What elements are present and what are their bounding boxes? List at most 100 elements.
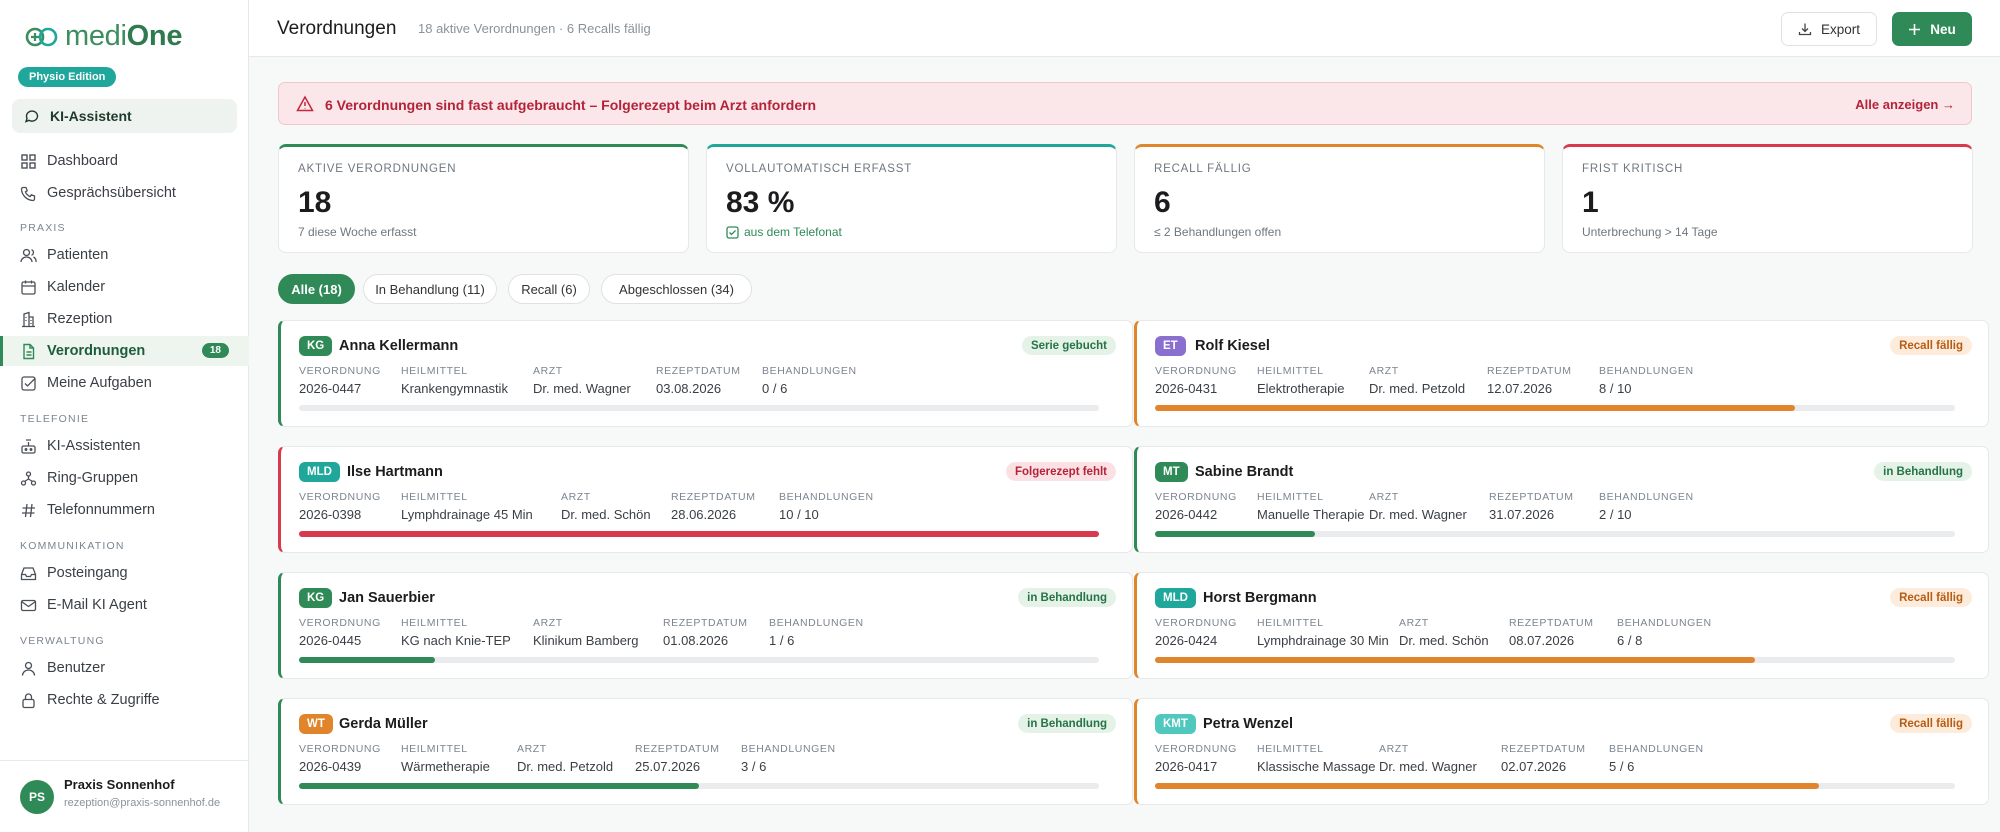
kpi-value: 6 [1154,186,1171,219]
field-arzt: ARZT Dr. med. Schön [561,491,651,522]
patient-name[interactable]: Rolf Kiesel [1195,338,1270,354]
patient-name[interactable]: Ilse Hartmann [347,464,443,480]
section-label-kommunikation: KOMMUNIKATION [20,540,125,552]
sidebar-item-label: Meine Aufgaben [47,375,152,391]
sidebar-item-telefonnummern[interactable]: Telefonnummern [0,495,249,525]
phone-icon [20,186,36,201]
sidebar-item-rezeption[interactable]: Rezeption [0,304,249,334]
patient-name[interactable]: Petra Wenzel [1203,716,1293,732]
new-button[interactable]: Neu [1892,12,1972,46]
progress-bar [1155,783,1955,789]
prescription-card[interactable]: ET Rolf Kiesel Recall fällig VERORDNUNG 2026… [1134,320,1989,427]
field-heilmittel: HEILMITTEL Wärmetherapie [401,743,490,774]
kpi-label: AKTIVE VERORDNUNGEN [298,163,457,175]
field-value: 2026-0417 [1155,759,1218,774]
export-button[interactable]: Export [1781,12,1877,46]
field-behandlungen: BEHANDLUNGEN 6 / 8 [1617,617,1712,648]
patient-name[interactable]: Horst Bergmann [1203,590,1317,606]
field-datum: REZEPTDATUM 28.06.2026 [671,491,756,522]
field-value: 31.07.2026 [1489,507,1555,522]
kpi-subtext: Unterbrechung > 14 Tage [1582,225,1718,239]
ki-assistant-button[interactable]: KI-Assistent [12,99,237,133]
field-verordnung: VERORDNUNG 2026-0431 [1155,365,1237,396]
kpi-label: VOLLAUTOMATISCH ERFASST [726,163,913,175]
kpi-subtext-label: Unterbrechung > 14 Tage [1582,225,1718,239]
field-label: HEILMITTEL [1257,491,1324,503]
field-label: ARZT [1369,365,1399,377]
status-badge: Recall fällig [1890,588,1972,607]
patient-name[interactable]: Sabine Brandt [1195,464,1294,480]
progress-bar [299,657,1099,663]
tab-in-behandlung[interactable]: In Behandlung (11) [363,274,497,304]
sidebar-item-verordnungen[interactable]: Verordnungen 18 [0,336,249,366]
patient-name[interactable]: Gerda Müller [339,716,428,732]
sidebar-item-ring-gruppen[interactable]: Ring-Gruppen [0,463,249,493]
sidebar: medi One Physio Edition KI-Assistent Dash… [0,0,249,832]
field-label: BEHANDLUNGEN [1599,491,1694,503]
field-label: ARZT [1399,617,1429,629]
patient-name[interactable]: Jan Sauerbier [339,590,435,606]
avatar: PS [20,780,54,814]
field-value: 25.07.2026 [635,759,701,774]
sidebar-item-kalender[interactable]: Kalender [0,272,249,302]
calendar-icon [21,280,36,295]
chat-bubble-icon [24,110,39,123]
progress-fill [1155,783,1819,789]
patient-name[interactable]: Anna Kellermann [339,338,459,354]
tab-recall[interactable]: Recall (6) [508,274,590,304]
prescription-card[interactable]: KG Anna Kellermann Serie gebucht VERORDNUNG… [278,320,1133,427]
field-value: 08.07.2026 [1509,633,1575,648]
sidebar-item-label: Rechte & Zugriffe [47,692,160,708]
sidebar-item-gespraechsuebersicht[interactable]: Gesprächsübersicht [0,178,249,208]
alert-show-all-link[interactable]: Alle anzeigen → [1855,97,1955,112]
progress-fill [1155,405,1795,411]
sidebar-item-label: Benutzer [47,660,106,676]
field-arzt: ARZT Klinikum Bamberg [533,617,639,648]
section-label-praxis: PRAXIS [20,222,66,234]
sidebar-item-posteingang[interactable]: Posteingang [0,558,249,588]
sidebar-item-benutzer[interactable]: Benutzer [0,653,249,683]
logo[interactable]: medi One [24,20,182,53]
sidebar-item-dashboard[interactable]: Dashboard [0,146,249,176]
kpi-label: RECALL FÄLLIG [1154,163,1252,175]
prescription-card[interactable]: MLD Ilse Hartmann Folgerezept fehlt VERORDN… [278,446,1133,553]
user-name: Praxis Sonnenhof [64,777,175,792]
prescription-card[interactable]: KG Jan Sauerbier in Behandlung VERORDNUNG 20… [278,572,1133,679]
field-verordnung: VERORDNUNG 2026-0417 [1155,743,1237,774]
sidebar-item-email-ki-agent[interactable]: E-Mail KI Agent [0,590,249,620]
prescription-card[interactable]: KMT Petra Wenzel Recall fällig VERORDNUNG 20… [1134,698,1989,805]
field-arzt: ARZT Dr. med. Petzold [1369,365,1465,396]
tab-alle[interactable]: Alle (18) [278,274,355,304]
field-datum: REZEPTDATUM 31.07.2026 [1489,491,1574,522]
prescription-card[interactable]: MLD Horst Bergmann Recall fällig VERORDNUNG… [1134,572,1989,679]
plus-icon [1909,23,1921,35]
field-value: Dr. med. Wagner [1379,759,1477,774]
prescription-card[interactable]: WT Gerda Müller in Behandlung VERORDNUNG 202… [278,698,1133,805]
status-badge: Folgerezept fehlt [1005,462,1116,481]
kpi-subtext-label: aus dem Telefonat [744,225,842,239]
field-label: REZEPTDATUM [656,365,741,377]
sidebar-item-meine-aufgaben[interactable]: Meine Aufgaben [0,368,249,398]
sidebar-item-rechte-zugriffe[interactable]: Rechte & Zugriffe [0,685,249,715]
field-label: BEHANDLUNGEN [1599,365,1694,377]
tab-abgeschlossen[interactable]: Abgeschlossen (34) [601,274,752,304]
field-arzt: ARZT Dr. med. Wagner [533,365,631,396]
progress-fill [1155,531,1315,537]
field-heilmittel: HEILMITTEL KG nach Knie-TEP [401,617,511,648]
therapy-tag: WT [299,714,333,734]
field-datum: REZEPTDATUM 12.07.2026 [1487,365,1572,396]
field-value: Klassische Massage [1257,759,1376,774]
user-profile[interactable]: PS Praxis Sonnenhof rezeption@praxis-son… [0,760,249,832]
field-heilmittel: HEILMITTEL Lymphdrainage 30 Min [1257,617,1389,648]
field-value: 2026-0445 [299,633,362,648]
field-value: KG nach Knie-TEP [401,633,511,648]
field-label: BEHANDLUNGEN [1609,743,1704,755]
field-value: 2026-0424 [1155,633,1218,648]
ki-assistant-label: KI-Assistent [50,108,132,124]
check-square-icon [726,225,739,239]
field-label: HEILMITTEL [401,365,468,377]
sidebar-item-ki-assistenten[interactable]: KI-Assistenten [0,431,249,461]
prescription-card[interactable]: MT Sabine Brandt in Behandlung VERORDNUNG 20… [1134,446,1989,553]
field-value: Krankengymnastik [401,381,508,396]
sidebar-item-patienten[interactable]: Patienten [0,240,249,270]
